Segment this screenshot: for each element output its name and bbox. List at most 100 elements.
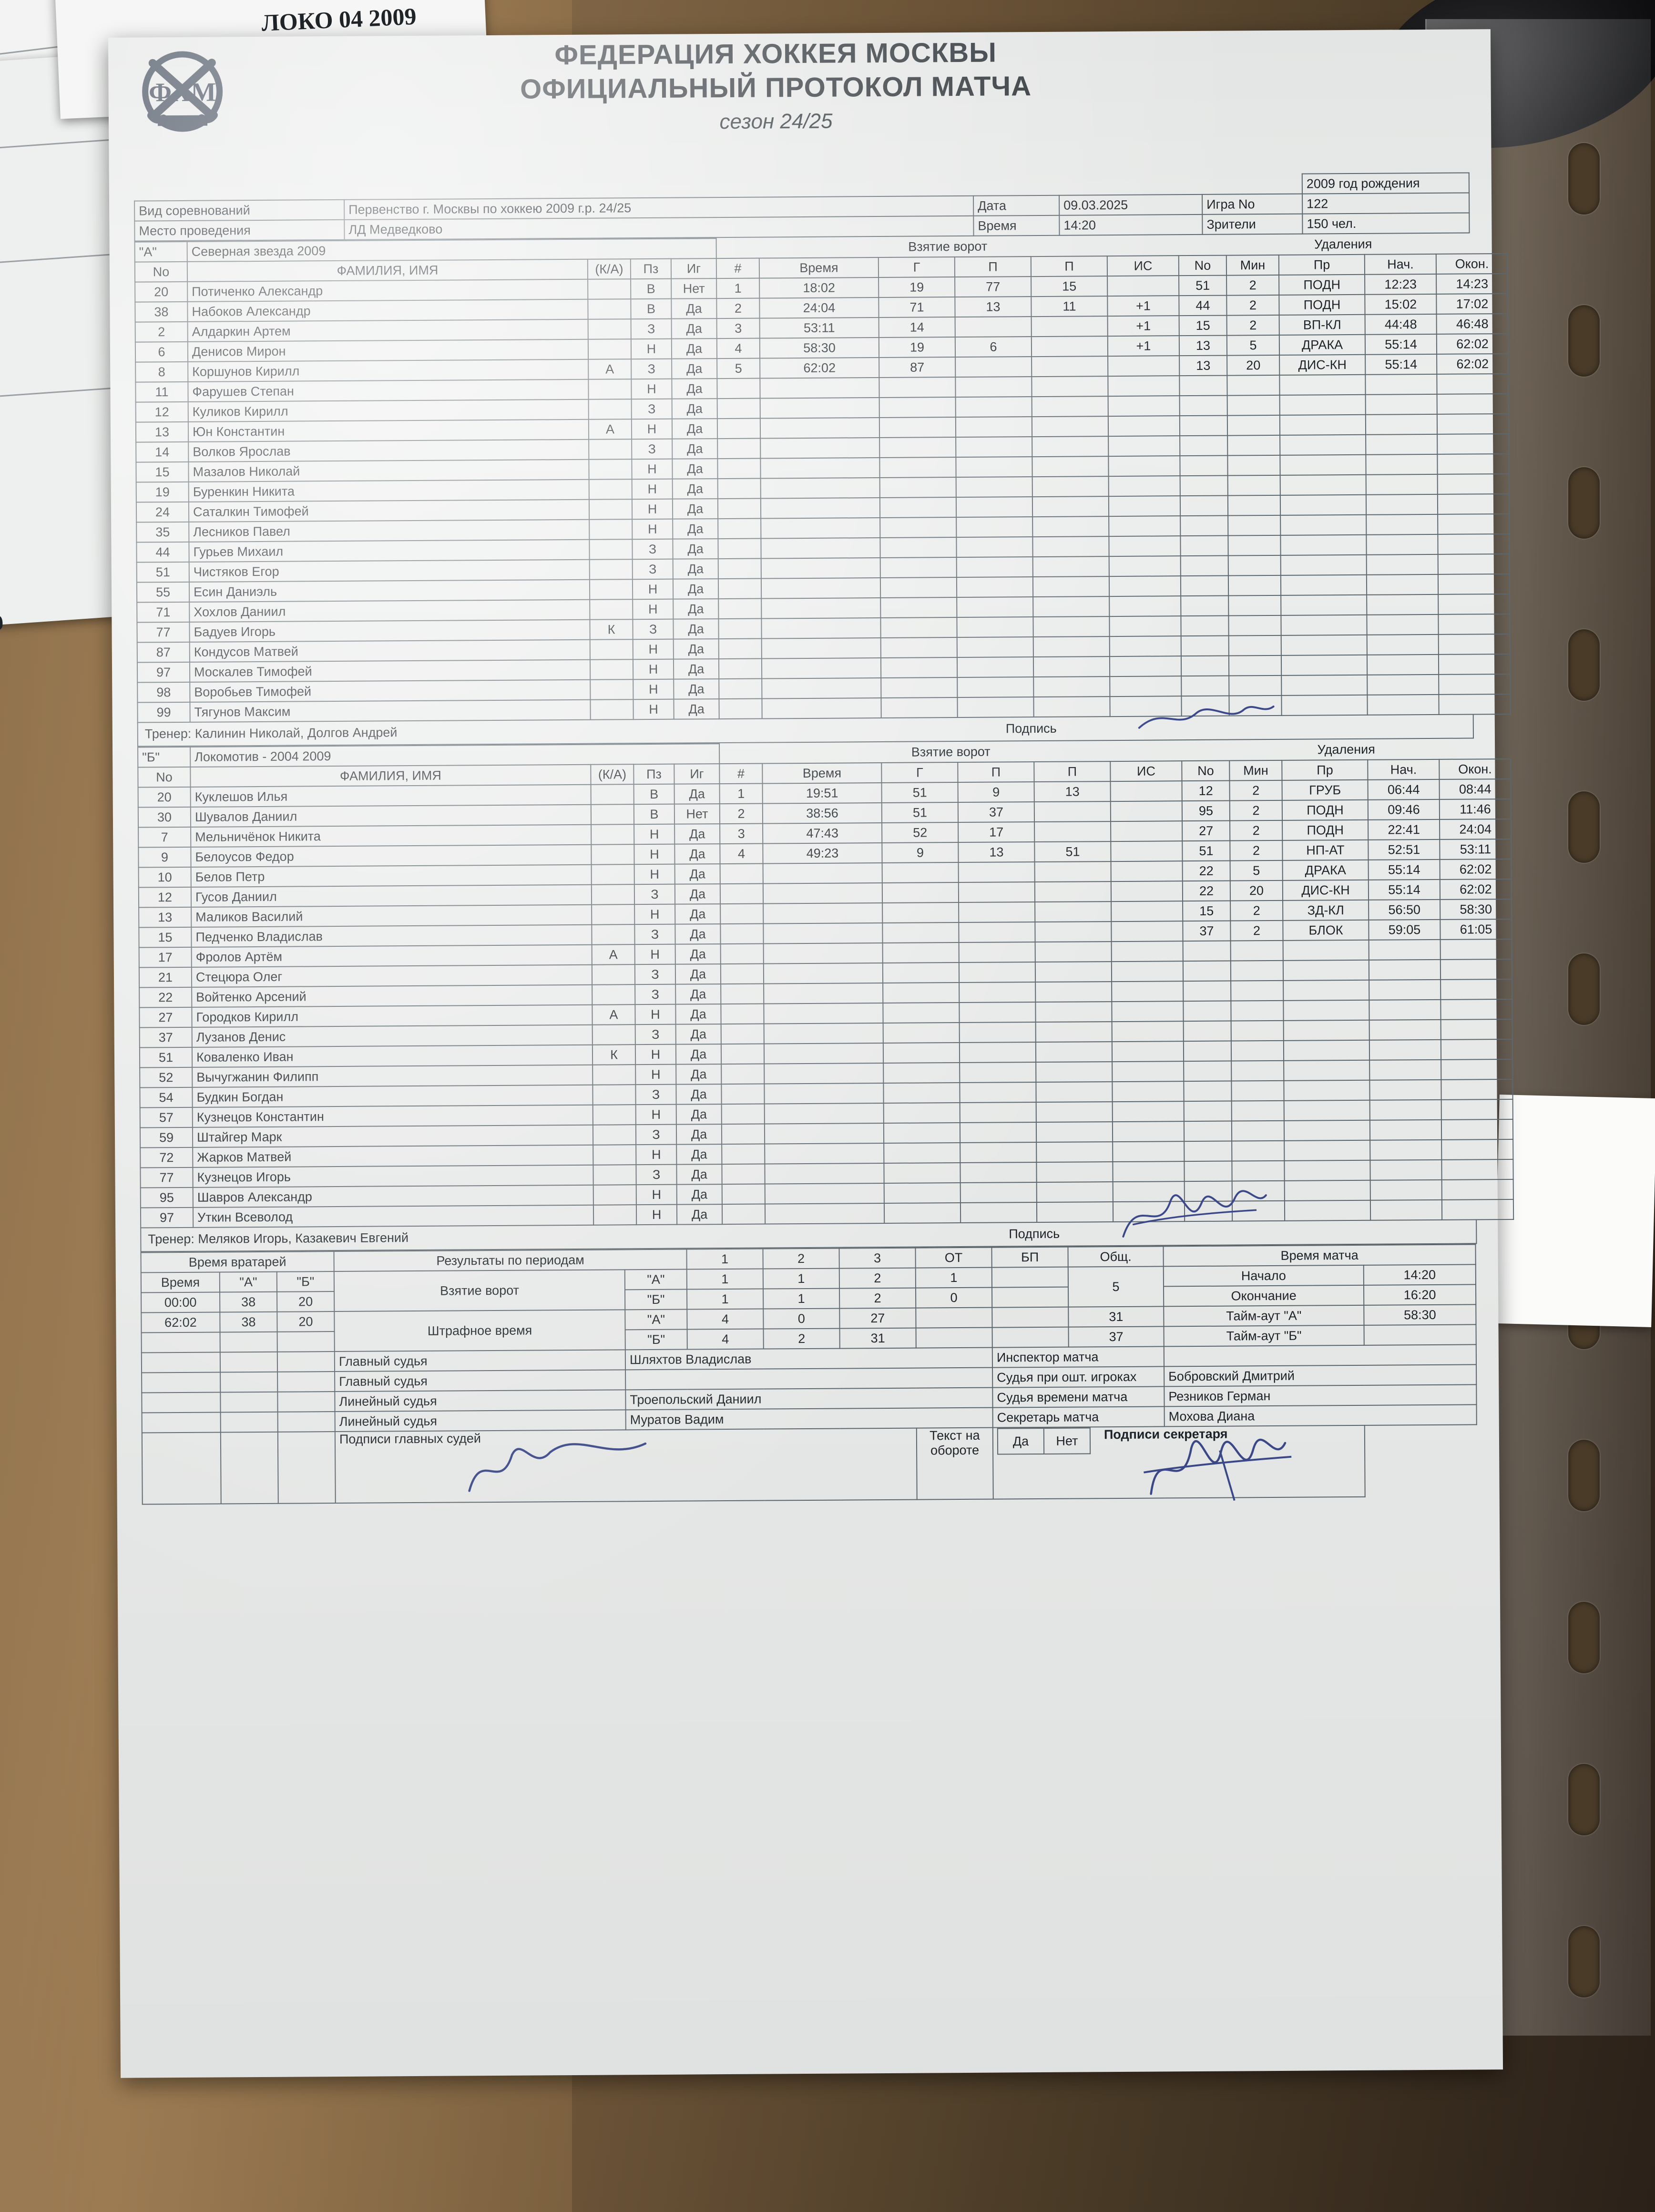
goal-strength (1108, 496, 1181, 517)
pen-b-ot (916, 1327, 992, 1348)
goal-time (760, 378, 879, 399)
goals-a-ot: 1 (915, 1267, 992, 1288)
player-played: Да (674, 864, 720, 884)
penalty-start: 06:44 (1368, 779, 1440, 800)
player-number: 98 (137, 682, 190, 703)
penalty-start (1365, 414, 1438, 435)
goal-scorer (880, 577, 957, 598)
player-name: Штайгер Марк (192, 1125, 593, 1147)
goal-time (764, 1083, 884, 1104)
player-position: З (633, 619, 674, 640)
player-position: Н (631, 379, 672, 399)
penalty-player-number (1181, 615, 1229, 636)
goal-assist-1 (960, 1162, 1037, 1183)
official-name-right-0 (1164, 1344, 1477, 1367)
player-captain-mark (589, 499, 633, 520)
player-position: Н (633, 599, 674, 620)
penalty-minutes: 2 (1230, 920, 1283, 941)
goal-strength (1111, 881, 1183, 902)
goal-assist-2 (1034, 801, 1111, 822)
player-name: Войтенко Арсений (192, 984, 593, 1007)
goal-index (717, 438, 761, 459)
text-reverse-no[interactable]: Нет (1044, 1427, 1091, 1454)
goalie-a-2 (220, 1331, 277, 1352)
goalie-a-1: 38 (220, 1311, 277, 1332)
col-p2: П (1031, 256, 1108, 277)
player-position: З (635, 1024, 676, 1045)
official-name-right-3: Мохова Диана (1164, 1404, 1477, 1427)
penalty-minutes: 2 (1230, 820, 1283, 841)
goal-index (720, 963, 764, 984)
goal-assist-2: 11 (1031, 296, 1108, 317)
goal-scorer (880, 637, 957, 658)
player-played: Да (671, 298, 717, 319)
goal-assist-1 (958, 882, 1035, 903)
goal-scorer (883, 1063, 960, 1084)
penalty-player-number (1180, 495, 1228, 516)
penalty-reason (1283, 940, 1369, 961)
match-time-value-3 (1364, 1324, 1476, 1345)
penalty-reason: ПОДН (1279, 294, 1365, 315)
penalty-player-number (1179, 395, 1227, 416)
goal-strength (1112, 1101, 1184, 1122)
penalty-end (1440, 959, 1512, 980)
penalty-minutes (1231, 1020, 1284, 1041)
goal-index: 1 (719, 783, 763, 804)
penalty-player-number (1180, 555, 1228, 576)
penalty-player-number: 51 (1179, 275, 1227, 296)
goalie-a-0: 38 (220, 1291, 277, 1312)
goal-scorer (880, 557, 957, 578)
penalty-minutes (1228, 655, 1282, 676)
goal-time (763, 863, 882, 884)
goal-time: 58:30 (759, 338, 879, 358)
goal-time (765, 1163, 884, 1184)
penalty-start (1367, 674, 1439, 695)
player-captain-mark (593, 1105, 636, 1125)
goal-index (721, 1004, 764, 1024)
player-position: З (632, 539, 673, 560)
goal-scorer (882, 902, 959, 923)
goal-index (717, 418, 761, 439)
pen-a-total: 31 (1068, 1306, 1164, 1327)
goal-scorer (883, 1003, 960, 1024)
goal-assist-2 (1031, 316, 1108, 337)
goals-label: Взятие ворот (334, 1270, 625, 1312)
goal-index (721, 1124, 765, 1145)
player-played: Да (673, 659, 719, 679)
goal-time (764, 1003, 883, 1024)
period-col-ot: ОТ (915, 1247, 992, 1268)
pen-b-side: "Б" (625, 1329, 687, 1350)
player-position: Н (632, 519, 673, 540)
penalty-player-number (1183, 1041, 1232, 1062)
player-captain-mark (588, 279, 631, 299)
penalty-player-number (1183, 981, 1231, 1002)
goal-time: 24:04 (759, 297, 879, 318)
player-captain-mark (589, 559, 633, 580)
goal-index: 2 (716, 298, 760, 319)
player-name: Коваленко Иван (192, 1045, 593, 1067)
text-reverse-yes[interactable]: Да (997, 1427, 1045, 1455)
penalty-start (1367, 694, 1439, 715)
player-position: Н (632, 579, 674, 600)
goal-assist-1: 13 (955, 297, 1032, 317)
goal-assist-1: 13 (958, 842, 1035, 863)
player-position: В (631, 298, 672, 319)
player-number: 71 (137, 602, 190, 623)
goal-assist-1: 17 (958, 822, 1035, 843)
goal-index: 5 (717, 358, 760, 379)
goal-strength: +1 (1107, 296, 1179, 317)
goals-a-p3: 2 (839, 1268, 916, 1289)
official-role-right-1: Судья при ошт. игроках (992, 1366, 1165, 1388)
penalty-player-number: 13 (1179, 355, 1227, 376)
player-played: Нет (671, 278, 717, 299)
period-col-2: 2 (763, 1248, 839, 1269)
penalty-minutes: 20 (1227, 355, 1280, 376)
col-pen-end: Окон. (1436, 253, 1508, 274)
goal-scorer: 19 (879, 337, 956, 358)
player-played: Да (675, 924, 721, 944)
player-captain-mark (593, 1085, 636, 1105)
player-number: 13 (135, 421, 189, 442)
col-pen-min: Мин (1226, 255, 1279, 276)
player-position: Н (635, 1064, 676, 1085)
player-played: Да (673, 539, 718, 559)
